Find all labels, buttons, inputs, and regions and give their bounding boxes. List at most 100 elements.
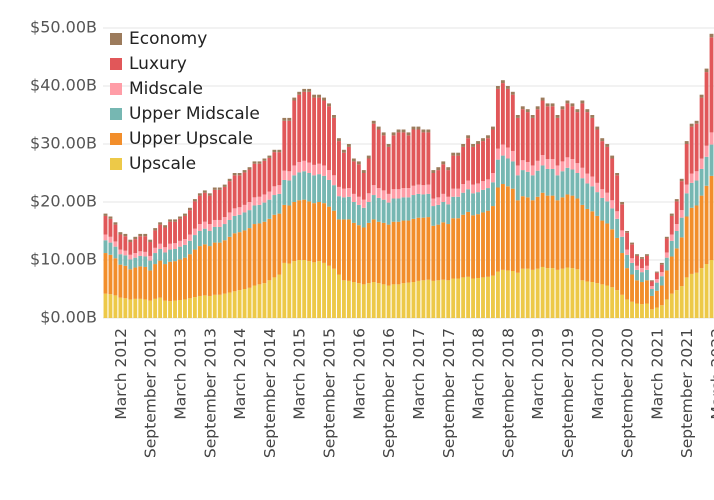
bar-segment [416,126,421,130]
bar-segment [158,222,163,225]
bar-segment [620,236,625,254]
bar-segment [615,290,620,318]
bar-segment [416,217,421,281]
bar-segment [361,227,366,285]
bar-segment [148,300,153,318]
legend-swatch [110,133,122,145]
bar-segment [421,217,426,281]
bar-segment [297,161,302,173]
bar-segment [441,222,446,280]
bar-segment [674,290,679,318]
bar-segment [674,201,679,225]
x-tick-label: September 2014 [261,328,279,458]
bar-segment [684,216,689,278]
bar-segment [709,144,714,176]
bar-segment [317,94,322,98]
bar-segment [153,228,158,231]
bar-segment [659,285,664,306]
bar-segment [267,155,272,158]
bar-segment [307,173,312,202]
bar-segment [510,188,515,272]
bar-segment [247,210,252,229]
bar-segment [108,294,113,318]
bar-segment [659,305,664,318]
bar-segment [505,158,510,187]
bar-segment [391,132,396,136]
bar-segment [128,239,133,243]
bar-segment [664,238,669,253]
bar-segment [446,196,451,205]
bar-segment [217,294,222,318]
bar-segment [674,248,679,291]
bar-segment [520,268,525,318]
bar-segment [694,120,699,124]
bar-segment [123,236,128,251]
bar-segment [297,94,302,162]
bar-segment [183,244,187,258]
bar-segment [605,285,610,318]
bar-segment [406,197,411,221]
bar-segment [491,126,495,130]
bar-segment [615,173,620,176]
bar-segment [525,109,530,113]
bar-segment [476,144,480,184]
bar-segment [456,218,461,279]
bar-segment [391,189,396,199]
bar-segment [640,258,644,269]
bar-segment [466,276,471,318]
bar-segment [471,146,476,185]
bar-segment [128,269,133,300]
bar-segment [525,112,530,162]
bar-segment [322,262,326,318]
bar-segment [640,257,644,259]
bar-segment [495,271,500,318]
bar-segment [133,239,138,254]
bar-segment [709,33,714,38]
bar-segment [212,187,217,190]
bar-segment [520,160,525,171]
bar-segment [709,260,714,318]
bar-segment [371,120,376,124]
bar-segment [615,211,620,219]
bar-segment [287,171,292,181]
bar-segment [272,277,277,318]
bar-segment [163,264,168,301]
bar-segment [411,185,416,196]
bar-segment [138,266,143,299]
bar-segment [510,91,515,95]
bar-segment [510,161,515,189]
bar-segment [227,212,232,220]
bar-segment [669,240,674,257]
bar-segment [620,253,625,295]
bar-segment [620,230,625,237]
bar-segment [262,158,267,161]
bar-segment [699,94,704,98]
bar-segment [103,253,108,294]
bar-segment [654,282,659,291]
bar-segment [515,165,520,176]
bar-segment [232,291,237,318]
bar-segment [192,297,197,318]
bar-segment [292,100,297,166]
bar-segment [337,138,341,142]
bar-segment [540,100,545,156]
bar-segment [277,185,282,194]
bar-segment [545,159,550,169]
bar-segment [391,284,396,318]
bar-segment [148,260,153,271]
bar-segment [197,224,202,231]
bar-segment [635,280,639,304]
bar-segment [192,199,197,202]
bar-segment [232,175,237,209]
bar-segment [158,260,163,298]
bar-segment [148,239,153,243]
bar-segment [481,141,485,182]
bar-segment [158,248,163,261]
bar-segment [630,301,634,318]
bar-segment [406,188,411,198]
bar-segment [704,264,709,318]
bar-segment [272,152,277,187]
bar-segment [287,180,292,206]
bar-segment [491,173,495,183]
bar-segment [426,217,431,280]
